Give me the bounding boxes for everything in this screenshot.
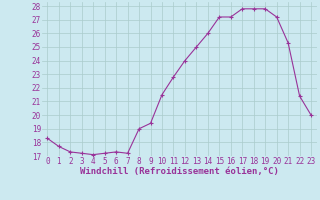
- X-axis label: Windchill (Refroidissement éolien,°C): Windchill (Refroidissement éolien,°C): [80, 167, 279, 176]
